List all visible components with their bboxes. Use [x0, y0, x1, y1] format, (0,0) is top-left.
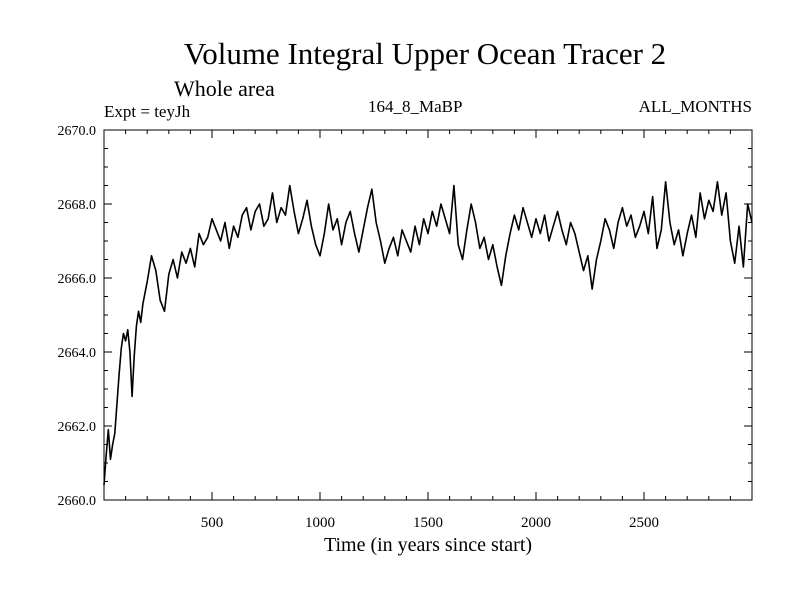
experiment-label: Expt = teyJh	[104, 102, 191, 121]
y-tick-label: 2662.0	[58, 420, 97, 435]
x-tick-label: 1500	[413, 515, 443, 531]
x-tick-label: 2000	[521, 515, 551, 531]
y-tick-label: 2670.0	[58, 124, 97, 139]
y-tick-label: 2660.0	[58, 494, 97, 509]
chart-subtitle: Whole area	[174, 76, 275, 101]
x-tick-label: 2500	[629, 515, 659, 531]
run-id-label: 164_8_MaBP	[368, 97, 463, 116]
chart-title: Volume Integral Upper Ocean Tracer 2	[183, 36, 667, 71]
plot-frame	[103, 129, 753, 501]
y-tick-label: 2664.0	[58, 346, 97, 361]
x-axis-label: Time (in years since start)	[323, 534, 533, 556]
series-line	[103, 181, 753, 486]
y-tick-label: 2668.0	[58, 198, 97, 213]
y-tick-label: 2666.0	[58, 272, 97, 287]
x-tick-label: 500	[201, 515, 224, 531]
months-label: ALL_MONTHS	[638, 97, 752, 116]
x-tick-label: 1000	[305, 515, 335, 531]
